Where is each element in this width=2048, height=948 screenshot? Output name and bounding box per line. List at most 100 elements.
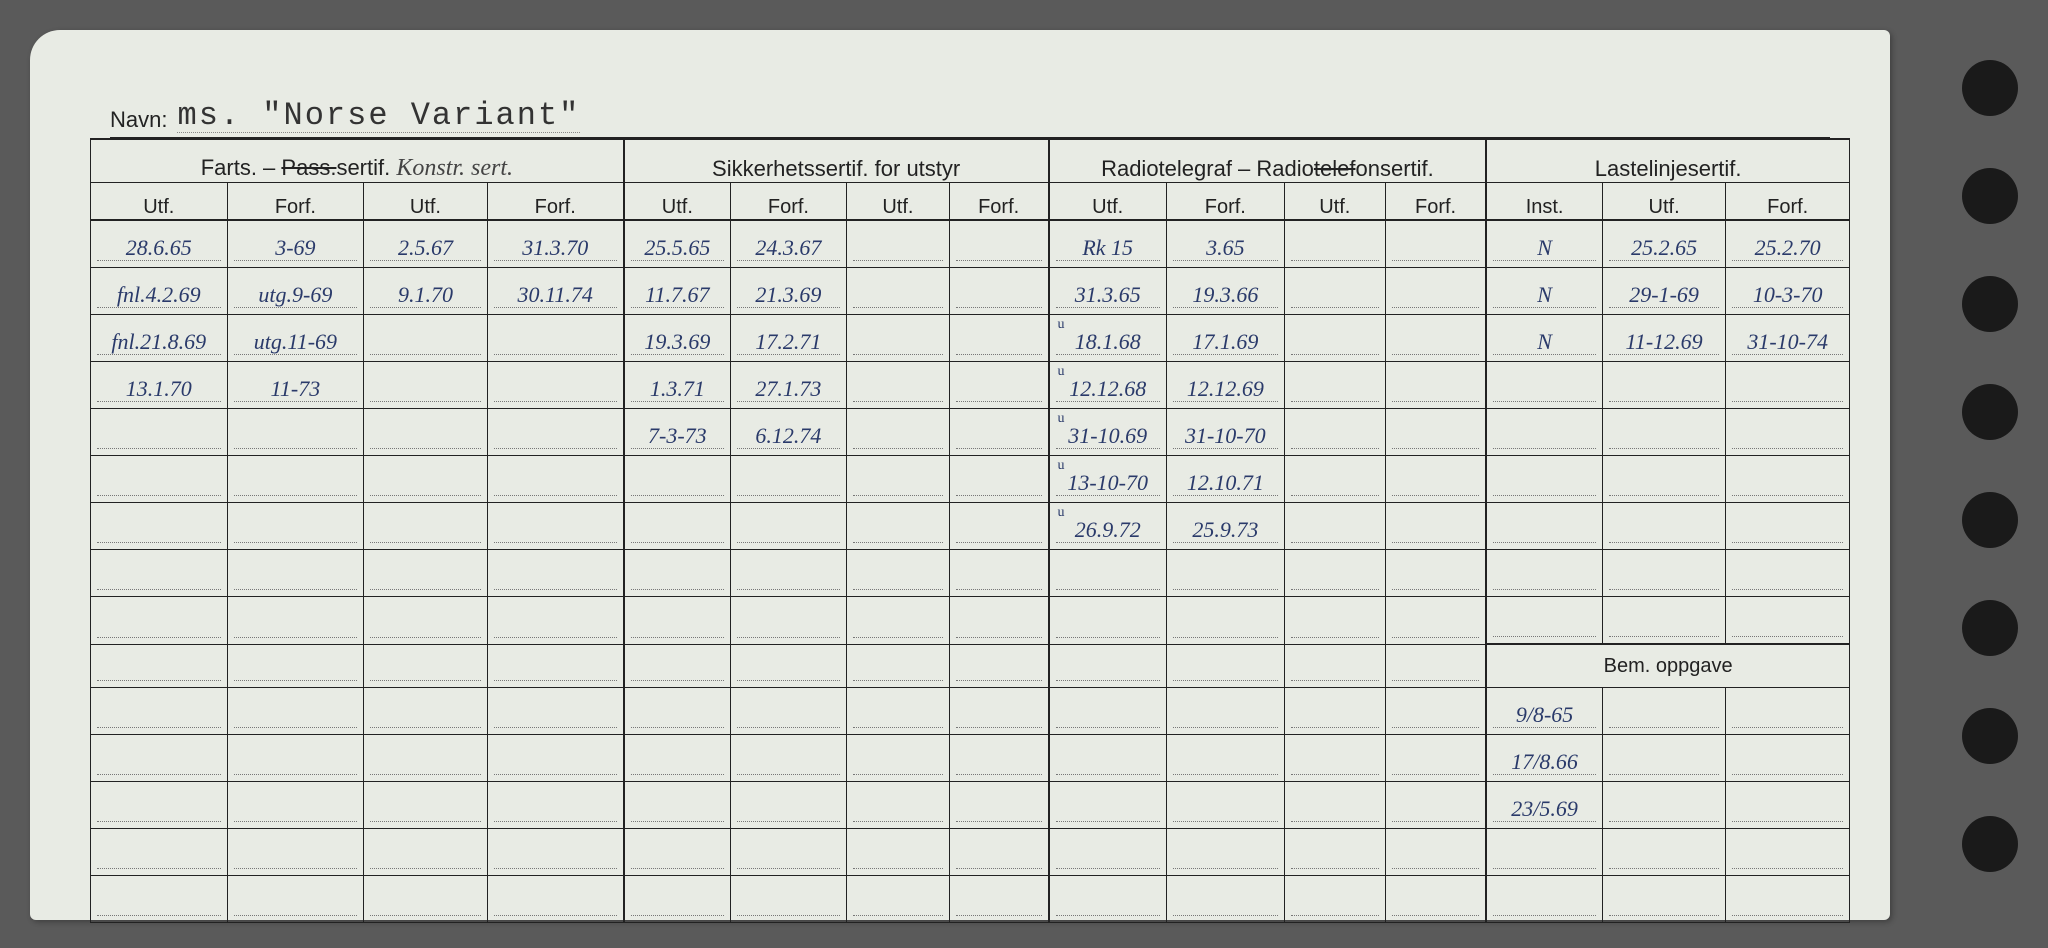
bem-cell xyxy=(1726,782,1850,829)
cell xyxy=(1486,550,1602,597)
cell-value: 31-10-70 xyxy=(1167,425,1284,447)
cell xyxy=(364,782,488,829)
cell xyxy=(624,456,731,503)
col-utf: Utf. xyxy=(1049,183,1167,221)
cell xyxy=(1049,829,1167,876)
cell xyxy=(1166,876,1284,923)
navn-row: Navn: ms. "Norse Variant" xyxy=(110,100,1830,139)
cell xyxy=(1385,876,1486,923)
hole-icon xyxy=(1962,384,2018,440)
cell: 19.3.69 xyxy=(624,315,731,362)
cell xyxy=(227,735,364,782)
cell xyxy=(1385,644,1486,688)
cell xyxy=(1602,456,1726,503)
col-forf: Forf. xyxy=(1166,183,1284,221)
cell xyxy=(1726,456,1850,503)
col-forf: Forf. xyxy=(227,183,364,221)
table-row: fnl.4.2.69utg.9-699.1.7030.11.7411.7.672… xyxy=(91,268,1850,315)
cell xyxy=(846,409,949,456)
cell xyxy=(846,268,949,315)
cell-value: utg.11-69 xyxy=(228,331,364,353)
table-row xyxy=(91,829,1850,876)
cell xyxy=(487,735,624,782)
table-row xyxy=(91,597,1850,645)
cell-value: 31-10.69 xyxy=(1050,425,1166,447)
cell-value: 31-10-74 xyxy=(1726,331,1849,353)
cell xyxy=(91,503,228,550)
cell: 17.1.69 xyxy=(1166,315,1284,362)
cell-value: 21.3.69 xyxy=(731,284,846,306)
cell: utg.11-69 xyxy=(227,315,364,362)
cell xyxy=(949,315,1048,362)
cell xyxy=(364,456,488,503)
cell-value: 25.5.65 xyxy=(625,237,730,259)
cell xyxy=(1726,597,1850,645)
table-row: 23/5.69 xyxy=(91,782,1850,829)
cell-value: 2.5.67 xyxy=(364,237,487,259)
hole-icon xyxy=(1962,708,2018,764)
cell xyxy=(1049,782,1167,829)
cell xyxy=(1284,644,1385,688)
col-forf: Forf. xyxy=(1385,183,1486,221)
cell xyxy=(487,688,624,735)
bem-cell xyxy=(1726,735,1850,782)
certificate-table-wrap: Farts. – Pass.sertif. Konstr. sert. Sikk… xyxy=(90,138,1850,895)
cell: N xyxy=(1486,268,1602,315)
cell xyxy=(730,735,846,782)
group-radio: Radiotelegraf – Radiotelefonsertif. xyxy=(1049,139,1487,183)
cell xyxy=(730,829,846,876)
navn-label: Navn: xyxy=(110,107,167,133)
cell xyxy=(1284,597,1385,645)
cell-value: 7-3-73 xyxy=(625,425,730,447)
cell xyxy=(1284,362,1385,409)
cell-value: 18.1.68 xyxy=(1050,331,1166,353)
cell-value: 31.3.65 xyxy=(1050,284,1166,306)
cell xyxy=(364,550,488,597)
table-row xyxy=(91,876,1850,923)
group-sikkerhet: Sikkerhetssertif. for utstyr xyxy=(624,139,1049,183)
bem-cell xyxy=(1486,829,1602,876)
cell xyxy=(227,829,364,876)
cell: 27.1.73 xyxy=(730,362,846,409)
cell xyxy=(846,876,949,923)
cell xyxy=(624,503,731,550)
cell-value: 26.9.72 xyxy=(1050,519,1166,541)
cell-value: Rk 15 xyxy=(1050,237,1166,259)
bem-cell: 23/5.69 xyxy=(1486,782,1602,829)
cell xyxy=(1486,362,1602,409)
cell-value: 19.3.66 xyxy=(1167,284,1284,306)
cell xyxy=(91,782,228,829)
cell-value: 13.1.70 xyxy=(91,378,227,400)
cell: fnl.21.8.69 xyxy=(91,315,228,362)
bem-cell: 9/8-65 xyxy=(1486,688,1602,735)
cell xyxy=(364,829,488,876)
cell xyxy=(1284,409,1385,456)
table-row: u13-10-7012.10.71 xyxy=(91,456,1850,503)
cell: u12.12.68 xyxy=(1049,362,1167,409)
cell: 1.3.71 xyxy=(624,362,731,409)
col-forf: Forf. xyxy=(1726,183,1850,221)
cell xyxy=(91,456,228,503)
cell xyxy=(730,644,846,688)
cell xyxy=(364,597,488,645)
cell xyxy=(846,735,949,782)
cell xyxy=(91,409,228,456)
cell xyxy=(949,876,1048,923)
cell: 28.6.65 xyxy=(91,220,228,268)
bem-cell xyxy=(1602,688,1726,735)
cell-value: 19.3.69 xyxy=(625,331,730,353)
cell xyxy=(364,315,488,362)
cell: 12.12.69 xyxy=(1166,362,1284,409)
cell xyxy=(227,644,364,688)
cell-value: N xyxy=(1487,237,1602,259)
cell xyxy=(1166,829,1284,876)
cell xyxy=(846,688,949,735)
table-row xyxy=(91,550,1850,597)
cell-value: N xyxy=(1487,284,1602,306)
cell-value: 11-73 xyxy=(228,378,364,400)
cell xyxy=(624,829,731,876)
cell: 11-12.69 xyxy=(1602,315,1726,362)
cell xyxy=(1284,315,1385,362)
cell xyxy=(949,829,1048,876)
cell xyxy=(1385,688,1486,735)
